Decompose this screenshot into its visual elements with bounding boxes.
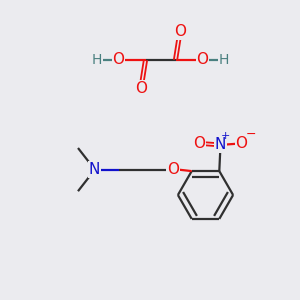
Text: +: + bbox=[221, 131, 230, 141]
Text: O: O bbox=[174, 24, 186, 39]
Text: O: O bbox=[236, 136, 247, 151]
Text: O: O bbox=[112, 52, 124, 68]
Text: H: H bbox=[92, 53, 102, 67]
Text: O: O bbox=[135, 81, 147, 96]
Text: O: O bbox=[196, 52, 208, 68]
Text: −: − bbox=[245, 128, 256, 141]
Text: H: H bbox=[219, 53, 229, 67]
Text: O: O bbox=[167, 162, 179, 177]
Text: N: N bbox=[89, 162, 100, 177]
Text: N: N bbox=[215, 137, 226, 152]
Text: O: O bbox=[194, 136, 206, 151]
